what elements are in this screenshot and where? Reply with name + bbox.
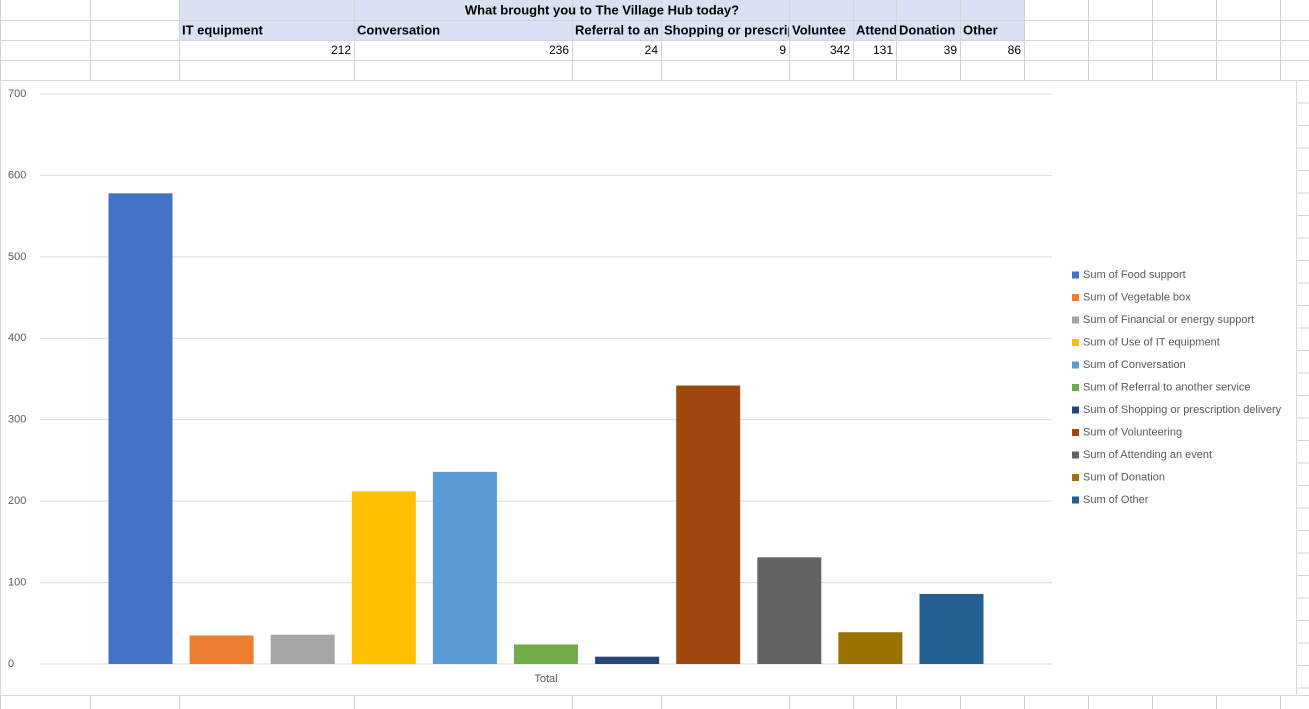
bar	[595, 656, 660, 664]
legend-label: Sum of Donation	[1083, 471, 1165, 483]
column-header: Attend	[856, 22, 897, 37]
bar	[838, 632, 903, 664]
legend-label: Sum of Other	[1083, 494, 1149, 506]
legend-swatch	[1072, 451, 1079, 459]
legend-swatch	[1072, 406, 1079, 414]
legend-swatch	[1072, 429, 1079, 436]
cell-value: 131	[873, 43, 893, 57]
bar	[757, 557, 822, 664]
column-header: IT equipment	[182, 22, 264, 37]
column-header: Shopping or prescrip	[664, 22, 796, 37]
legend-label: Sum of Attending an event	[1083, 449, 1212, 461]
legend-swatch	[1072, 294, 1079, 301]
y-tick-label: 500	[8, 251, 26, 263]
legend-swatch	[1072, 384, 1079, 391]
legend-swatch	[1072, 316, 1079, 324]
column-header: Referral to an	[575, 22, 659, 37]
legend-label: Sum of Conversation	[1083, 359, 1186, 371]
bar	[351, 491, 416, 664]
cell-value: 212	[331, 43, 351, 57]
bar	[919, 593, 984, 664]
y-tick-label: 0	[8, 658, 14, 670]
y-tick-label: 100	[8, 576, 26, 588]
cell-value: 86	[1008, 43, 1022, 57]
y-tick-label: 200	[8, 495, 26, 507]
legend-swatch	[1072, 271, 1079, 279]
cell-value: 39	[944, 43, 958, 57]
legend-swatch	[1072, 474, 1079, 481]
legend-label: Sum of Financial or energy support	[1083, 314, 1254, 326]
bar	[189, 635, 254, 664]
chart-area	[0, 80, 1297, 696]
y-tick-label: 400	[8, 332, 26, 344]
cell-value: 9	[779, 43, 786, 57]
column-header: Conversation	[357, 22, 440, 37]
cell-value: 236	[549, 43, 569, 57]
column-header: Voluntee	[792, 22, 846, 37]
cell-value: 24	[645, 43, 659, 57]
column-header: Donation	[899, 22, 955, 37]
legend-swatch	[1072, 496, 1079, 504]
column-header: Other	[963, 22, 998, 37]
legend-swatch	[1072, 361, 1079, 369]
bar	[108, 193, 173, 665]
bar	[270, 634, 335, 664]
legend-label: Sum of Volunteering	[1083, 426, 1182, 438]
legend-label: Sum of Referral to another service	[1083, 381, 1251, 393]
legend-label: Sum of Use of IT equipment	[1083, 336, 1220, 348]
x-tick-label: Total	[534, 673, 557, 685]
legend-label: Sum of Shopping or prescription delivery	[1083, 404, 1282, 416]
legend-swatch	[1072, 339, 1079, 346]
y-tick-label: 300	[8, 414, 26, 426]
y-tick-label: 600	[8, 169, 26, 181]
bar	[676, 385, 741, 664]
legend-label: Sum of Vegetable box	[1083, 291, 1191, 303]
cell-value: 342	[830, 43, 850, 57]
legend-label: Sum of Food support	[1083, 269, 1186, 281]
y-tick-label: 700	[8, 88, 26, 100]
table-title: What brought you to The Village Hub toda…	[465, 2, 739, 17]
bar	[514, 644, 578, 664]
bar	[432, 471, 497, 664]
